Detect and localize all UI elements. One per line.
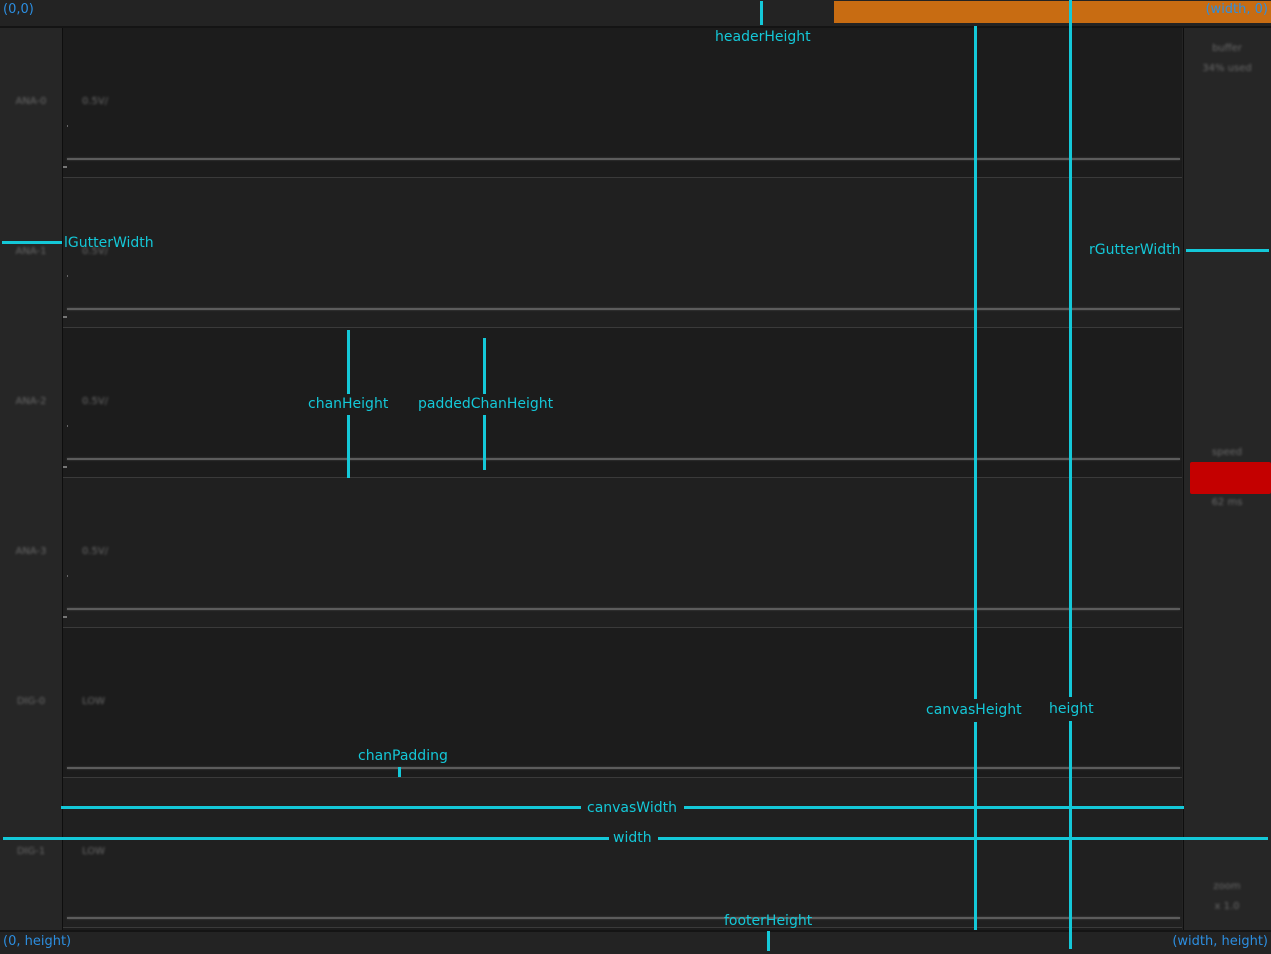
canvas-height-line-top <box>974 26 977 699</box>
width-line-right <box>658 837 1268 840</box>
channel-zero-marker <box>63 466 67 468</box>
channel-trace <box>67 608 1180 610</box>
speed-value: 62 ms <box>1211 497 1243 508</box>
l-gutter-width-line <box>2 241 62 244</box>
chan-padding-line <box>398 767 401 777</box>
buffer-progress-bar <box>834 1 1271 23</box>
height-line-top <box>1069 0 1072 697</box>
channel-dot <box>67 275 68 277</box>
corner-label-bottom-right: (width, height) <box>1172 934 1268 949</box>
canvas-width-label: canvasWidth <box>587 800 677 816</box>
channel-scale: LOW <box>82 846 105 857</box>
corner-label-top-left: (0,0) <box>3 2 34 17</box>
channel-trace <box>67 458 1180 460</box>
channel-trace <box>67 308 1180 310</box>
channel-dot <box>67 125 68 127</box>
chan-height-label: chanHeight <box>308 396 389 412</box>
channel-row <box>63 328 1182 478</box>
footer-height-label: footerHeight <box>724 913 813 929</box>
channel-scale: 0.5V/ <box>82 546 109 557</box>
channel-dot <box>67 575 68 577</box>
corner-label-top-right: (width, 0) <box>1205 2 1268 17</box>
channel-trace <box>67 917 1180 919</box>
padded-chan-height-line-top <box>483 338 486 394</box>
channel-row <box>63 28 1182 178</box>
height-line-bottom <box>1069 721 1072 949</box>
buffer-label: buffer <box>1212 43 1242 54</box>
width-label: width <box>613 830 652 846</box>
chan-padding-label: chanPadding <box>358 748 448 764</box>
footer <box>0 930 1271 954</box>
channel-name: DIG-0 <box>16 696 46 707</box>
footer-height-line <box>767 931 770 951</box>
padded-chan-height-label: paddedChanHeight <box>418 396 554 412</box>
r-gutter-width-label: rGutterWidth <box>1089 242 1181 258</box>
r-gutter-width-line <box>1186 249 1269 252</box>
channel-scale: 0.5V/ <box>82 396 109 407</box>
width-line-left <box>3 837 609 840</box>
speed-label: speed <box>1211 447 1243 458</box>
canvas-width-line-right <box>684 806 1184 809</box>
channel-zero-marker <box>63 166 67 168</box>
chan-height-line-top <box>347 330 350 394</box>
chan-height-line-bottom <box>347 415 350 478</box>
header-height-label: headerHeight <box>715 29 811 45</box>
corner-label-bottom-left: (0, height) <box>3 934 72 949</box>
l-gutter-width-label: lGutterWidth <box>64 235 154 251</box>
channel-row <box>63 478 1182 628</box>
channel-zero-marker <box>63 616 67 618</box>
channel-zero-marker <box>63 316 67 318</box>
channel-name: DIG-1 <box>16 846 46 857</box>
channel-name: ANA-2 <box>15 396 47 407</box>
buffer-used: 34% used <box>1202 63 1252 74</box>
channel-trace <box>67 767 1180 769</box>
canvas-height-line-bottom <box>974 722 977 930</box>
channel-dot <box>67 425 68 427</box>
channel-row <box>63 178 1182 328</box>
zoom-value: x 1.0 <box>1214 901 1240 912</box>
speed-control[interactable] <box>1190 462 1271 494</box>
channel-scale: LOW <box>82 696 105 707</box>
channel-row <box>63 778 1182 928</box>
height-label: height <box>1049 701 1094 717</box>
left-gutter <box>0 28 63 930</box>
channel-name: ANA-3 <box>15 546 47 557</box>
padded-chan-height-line-bottom <box>483 415 486 470</box>
canvas-width-line-left <box>61 806 581 809</box>
channel-name: ANA-0 <box>15 96 47 107</box>
channel-name: ANA-1 <box>15 246 47 257</box>
channel-trace <box>67 158 1180 160</box>
header-height-line <box>760 1 763 25</box>
canvas-height-label: canvasHeight <box>926 702 1022 718</box>
channel-scale: 0.5V/ <box>82 246 109 257</box>
channel-row <box>63 628 1182 778</box>
zoom-label: zoom <box>1213 881 1241 892</box>
channel-scale: 0.5V/ <box>82 96 109 107</box>
